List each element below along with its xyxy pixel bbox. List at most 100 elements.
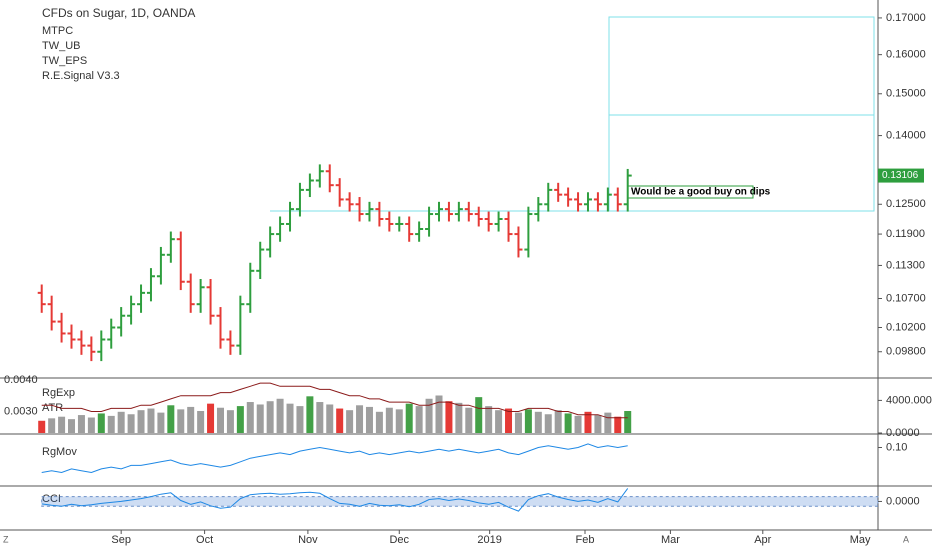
legend-entry: RgMov	[42, 446, 77, 458]
cci-band	[41, 496, 879, 507]
histogram-bar	[58, 416, 66, 433]
y-tick-label: 0.0040	[4, 374, 38, 386]
target-box	[608, 16, 875, 212]
timezone-icon[interactable]: Z	[3, 534, 9, 544]
histogram-bar	[38, 420, 46, 433]
histogram-bar	[356, 405, 364, 433]
x-tick-label: Oct	[196, 534, 213, 546]
histogram-bar	[405, 403, 413, 433]
y-tick-label: 0.10700	[886, 292, 926, 304]
indicator-line	[41, 488, 629, 512]
auto-scale-button[interactable]: A	[903, 534, 909, 544]
legend-entry: RgExp	[42, 387, 75, 399]
y-tick-label: 0.0000	[886, 495, 920, 507]
histogram-bar	[415, 406, 423, 433]
y-tick-label: 0.12500	[886, 198, 926, 210]
histogram-bar	[187, 406, 195, 433]
y-tick-label: 0.15000	[886, 88, 926, 100]
histogram-bar	[624, 410, 632, 433]
y-tick-label: 0.16000	[886, 49, 926, 61]
histogram-bar	[177, 409, 185, 433]
histogram-bar	[246, 402, 254, 433]
y-tick-label: 0.17000	[886, 12, 926, 24]
histogram-bar	[475, 397, 483, 433]
histogram-bar	[534, 411, 542, 433]
last-price-box	[878, 168, 924, 183]
histogram-bar	[97, 413, 105, 433]
x-tick-label: Feb	[576, 534, 595, 546]
x-tick-label: Mar	[661, 534, 680, 546]
histogram-bar	[584, 411, 592, 433]
histogram-bar	[127, 414, 135, 433]
histogram-bar	[137, 410, 145, 433]
y-tick-label: 0.0000	[886, 427, 920, 439]
x-tick-label: Sep	[111, 534, 131, 546]
indicator-label: TW_UB	[42, 40, 81, 52]
x-tick-label: Apr	[754, 534, 771, 546]
atr-line	[41, 382, 628, 419]
histogram-bar	[226, 410, 234, 433]
histogram-bar	[425, 398, 433, 433]
indicator-label: TW_EPS	[42, 55, 87, 67]
histogram-bar	[296, 406, 304, 433]
histogram-bar	[256, 404, 264, 433]
histogram-bar	[495, 410, 503, 433]
histogram-bar	[554, 410, 562, 433]
legend-entry: CCI	[42, 493, 61, 505]
indicator-label: R.E.Signal V3.3	[42, 70, 120, 82]
histogram-bar	[365, 406, 373, 433]
y-tick-label: 0.11900	[886, 228, 925, 240]
histogram-bar	[604, 412, 612, 433]
histogram-bar	[167, 405, 175, 433]
histogram-bar	[445, 401, 453, 433]
histogram-bar	[435, 395, 443, 433]
histogram-bar	[346, 410, 354, 433]
histogram-bar	[117, 411, 125, 433]
histogram-bar	[157, 412, 165, 433]
histogram-bar	[564, 413, 572, 433]
histogram-bar	[385, 407, 393, 433]
histogram-bar	[455, 402, 463, 433]
y-tick-label: 0.11300	[886, 259, 925, 271]
histogram-bar	[614, 416, 622, 433]
histogram-bar	[316, 402, 324, 433]
histogram-bar	[574, 415, 582, 433]
histogram-bar	[147, 408, 155, 433]
y-tick-label: 4000.0000	[886, 394, 932, 406]
histogram-bar	[485, 406, 493, 433]
y-tick-label: 0.0030	[4, 405, 38, 417]
last-price-label: 0.13106	[882, 170, 919, 181]
histogram-bar	[514, 412, 522, 433]
histogram-bar	[594, 415, 602, 433]
y-tick-label: 0.09800	[886, 346, 926, 358]
histogram-bar	[395, 409, 403, 433]
histogram-bar	[505, 408, 513, 433]
histogram-bar	[107, 415, 115, 433]
y-tick-label: 0.10	[886, 441, 907, 453]
x-tick-label: Dec	[389, 534, 409, 546]
histogram-bar	[336, 408, 344, 433]
histogram-bar	[216, 407, 224, 433]
x-tick-label: 2019	[477, 534, 501, 546]
annotation: Would be a good buy on dips	[631, 187, 771, 198]
histogram-bar	[306, 396, 314, 433]
chart-title: CFDs on Sugar, 1D, OANDA	[42, 6, 195, 20]
histogram-bar	[276, 398, 284, 433]
indicator-label: MTPC	[42, 25, 73, 37]
histogram-bar	[207, 403, 215, 433]
x-tick-label: Nov	[298, 534, 318, 546]
histogram-bar	[197, 410, 205, 433]
histogram-bar	[375, 411, 383, 433]
histogram-bar	[465, 407, 473, 433]
y-tick-label: 0.14000	[886, 129, 926, 141]
histogram-bar	[68, 419, 76, 433]
histogram-bar	[48, 418, 56, 433]
histogram-bar	[326, 404, 334, 433]
indicator-line	[41, 443, 628, 474]
histogram-bar	[286, 403, 294, 433]
x-tick-label: May	[850, 534, 871, 546]
histogram-bar	[236, 406, 244, 433]
histogram-bar	[266, 401, 274, 433]
